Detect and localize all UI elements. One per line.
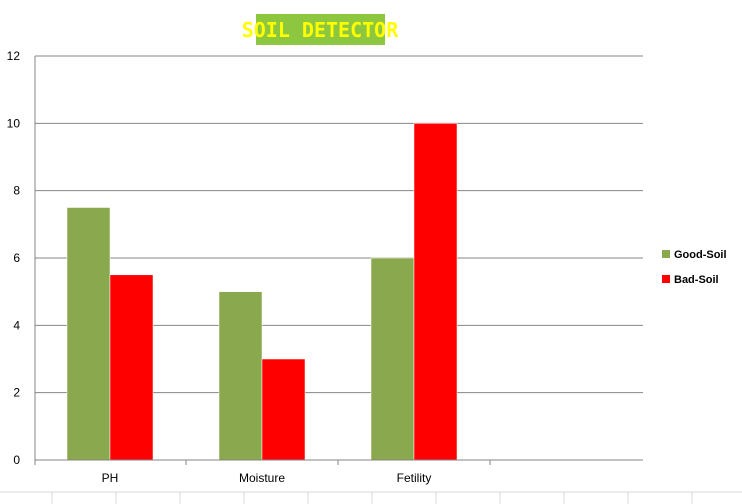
y-tick-label: 0 bbox=[13, 453, 20, 467]
category-label: Fetility bbox=[397, 471, 432, 485]
y-axis-tick-labels: 0 2 4 6 8 10 12 bbox=[7, 49, 21, 467]
y-tick-label: 4 bbox=[13, 318, 20, 332]
bar-bad-soil-ph bbox=[109, 274, 154, 461]
bar-series bbox=[66, 123, 458, 461]
legend-label: Good-Soil bbox=[674, 249, 727, 261]
bar-bad-soil-moisture bbox=[261, 358, 306, 461]
category-label: PH bbox=[102, 471, 119, 485]
y-tick-label: 6 bbox=[13, 251, 20, 265]
bar-good-soil-fetility bbox=[370, 257, 415, 461]
spreadsheet-gridlines bbox=[0, 491, 742, 504]
x-axis-category-labels: PH Moisture Fetility bbox=[102, 471, 432, 485]
axes bbox=[34, 56, 643, 465]
y-tick-label: 10 bbox=[7, 116, 21, 130]
chart-title-box: SOIL DETECTOR bbox=[242, 14, 399, 45]
legend: Good-Soil Bad-Soil bbox=[662, 249, 727, 286]
legend-label: Bad-Soil bbox=[674, 274, 719, 286]
legend-swatch bbox=[662, 275, 670, 283]
category-label: Moisture bbox=[239, 471, 285, 485]
bar-good-soil-moisture bbox=[218, 291, 263, 461]
y-tick-label: 2 bbox=[13, 386, 20, 400]
bar-bad-soil-fetility bbox=[413, 123, 458, 461]
bar-good-soil-ph bbox=[66, 207, 111, 461]
chart-title: SOIL DETECTOR bbox=[242, 18, 399, 42]
y-tick-label: 8 bbox=[13, 184, 20, 198]
legend-swatch bbox=[662, 250, 670, 258]
y-tick-label: 12 bbox=[7, 49, 21, 63]
